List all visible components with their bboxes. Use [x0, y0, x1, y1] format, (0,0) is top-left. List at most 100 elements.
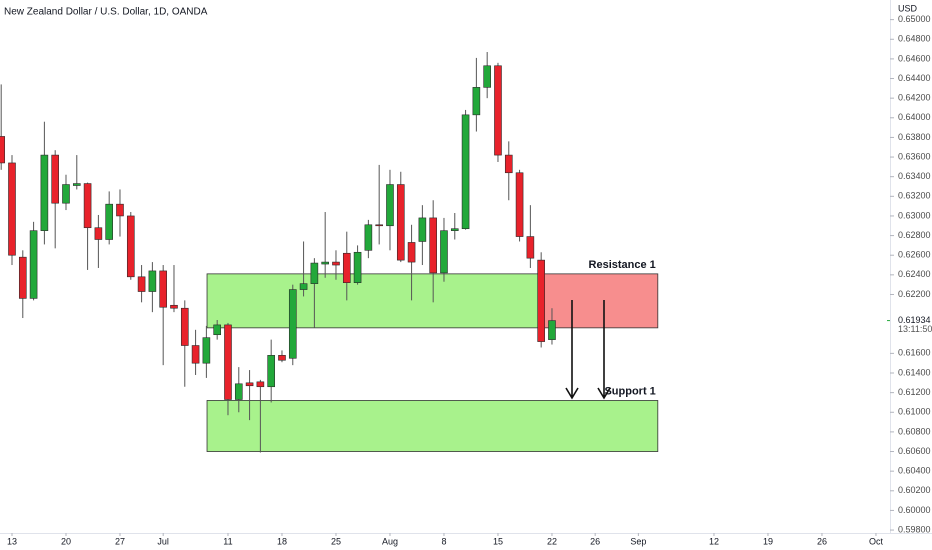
x-tick-label: Oct [869, 536, 884, 546]
last-price-badge [893, 314, 932, 335]
y-tick-label: 0.60800 [898, 426, 931, 436]
candle-body [234, 383, 243, 400]
candle-body [0, 136, 5, 164]
candle-body [375, 224, 383, 227]
candle-body [267, 355, 275, 388]
candle-body [396, 184, 405, 261]
candle-body [472, 87, 481, 116]
zone-label: Support 1 [604, 385, 655, 397]
x-tick-label: 11 [223, 536, 232, 546]
candle-body [180, 307, 189, 346]
y-tick-label: 0.63200 [898, 191, 931, 201]
candle-body [364, 224, 373, 251]
candle-body [8, 162, 16, 256]
y-tick-label: 0.61600 [898, 348, 931, 358]
y-tick-label: 0.65000 [898, 14, 931, 24]
axis-unit: USD [898, 3, 918, 13]
x-tick-label: 12 [709, 536, 719, 546]
candle-body [170, 304, 178, 309]
x-tick-label: Sep [630, 536, 646, 546]
y-tick-label: 0.62400 [898, 269, 931, 279]
candle-body [126, 215, 135, 278]
candle-body [526, 236, 535, 259]
candle-body [548, 320, 556, 340]
candle-body [450, 228, 459, 231]
candle-body [461, 114, 470, 230]
candle-body [51, 154, 59, 204]
x-tick-label: 19 [763, 536, 773, 546]
x-tick-label: 25 [331, 536, 341, 546]
candle-body [256, 381, 265, 388]
y-tick-label: 0.60000 [898, 505, 931, 515]
candle-body [483, 65, 491, 88]
y-tick-label: 0.62800 [898, 230, 931, 240]
x-tick-label: 26 [817, 536, 827, 546]
arrows [565, 300, 611, 400]
candle-body [278, 355, 286, 361]
y-tick-label: 0.64200 [898, 93, 931, 103]
candle-body [202, 337, 211, 364]
x-tick-label: Aug [382, 536, 398, 546]
candle-body [537, 259, 545, 342]
candle-body [116, 203, 124, 217]
y-tick-label: 0.63800 [898, 132, 931, 142]
candle-body [494, 65, 502, 156]
y-tick-label: 0.63000 [898, 210, 931, 220]
candle-body [332, 261, 340, 266]
candle-body [386, 184, 394, 227]
candle-body [288, 289, 297, 359]
candle-body [83, 183, 92, 229]
y-tick-label: 0.64800 [898, 34, 931, 44]
candle-body [407, 242, 416, 263]
y-tick-label: 0.62200 [898, 289, 931, 299]
zone [206, 400, 659, 452]
arrow [597, 300, 611, 400]
candle-body [105, 203, 113, 240]
candle-body [299, 283, 308, 290]
candle-body [62, 184, 70, 204]
x-tick-label: Jul [157, 536, 169, 546]
candle-body [137, 276, 146, 292]
x-tick-label: 22 [547, 536, 557, 546]
candle-body [418, 217, 427, 242]
y-tick-label: 0.64400 [898, 73, 931, 83]
countdown: 13:11:50 [898, 324, 932, 334]
y-tick-label: 0.62600 [898, 250, 931, 260]
y-tick-label: 0.61200 [898, 387, 931, 397]
x-tick-label: 8 [441, 536, 446, 546]
x-tick-label: 27 [115, 536, 125, 546]
candle-body [245, 382, 254, 387]
y-tick-label: 0.59800 [898, 524, 931, 534]
candle-body [18, 256, 27, 299]
y-tick-label: 0.60400 [898, 466, 931, 476]
x-tick-label: 18 [277, 536, 287, 546]
candle-body [342, 252, 351, 283]
candle-body [353, 251, 362, 283]
zone-label: Resistance 1 [589, 259, 656, 271]
y-tick-label: 0.61000 [898, 407, 931, 417]
y-tick-label: 0.60200 [898, 485, 931, 495]
x-tick-label: 13 [7, 536, 17, 546]
candle-body [429, 217, 437, 274]
candle-body [440, 230, 448, 274]
candle-body [40, 154, 49, 231]
y-tick-label: 0.64600 [898, 53, 931, 63]
candle-body [213, 324, 221, 336]
candle-body [191, 345, 200, 364]
candle-body [310, 262, 319, 284]
candle-body [159, 270, 167, 308]
candle-body [321, 261, 329, 265]
candle-body [94, 227, 103, 240]
candle-body [515, 172, 524, 237]
x-tick-label: 20 [61, 536, 71, 546]
y-tick-label: 0.63400 [898, 171, 931, 181]
y-tick-label: 0.63600 [898, 151, 931, 161]
last-price-label: 0.61934 [898, 315, 931, 325]
zone [539, 273, 659, 329]
candle-body [72, 183, 81, 186]
y-tick-label: 0.61400 [898, 367, 931, 377]
x-tick-label: 15 [493, 536, 503, 546]
candle-body [224, 324, 232, 400]
y-tick-label: 0.60600 [898, 446, 931, 456]
